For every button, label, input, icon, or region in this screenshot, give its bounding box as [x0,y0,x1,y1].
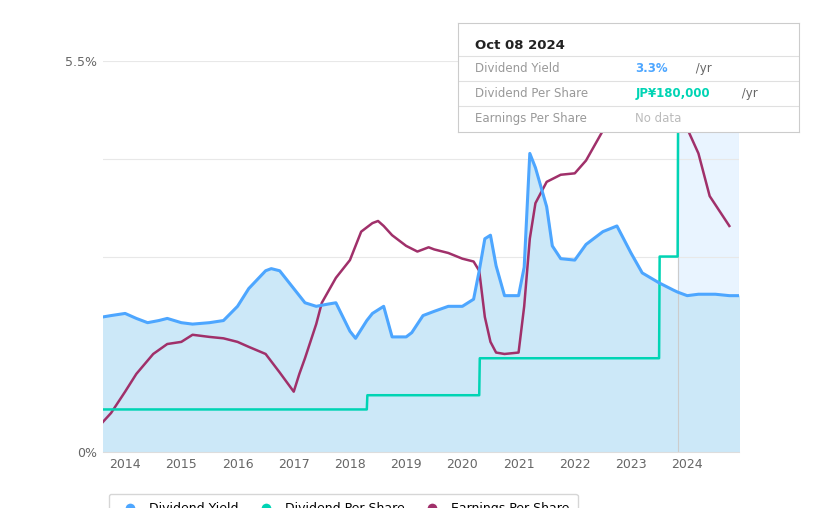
Bar [677,61,739,452]
Text: Dividend Yield: Dividend Yield [475,61,560,75]
Text: Oct 08 2024: Oct 08 2024 [475,39,565,52]
Text: No data: No data [635,112,681,125]
Text: /yr: /yr [691,61,711,75]
Text: 3.3%: 3.3% [635,61,668,75]
Text: /yr: /yr [737,87,757,100]
Text: JP¥180,000: JP¥180,000 [635,87,710,100]
Text: Earnings Per Share: Earnings Per Share [475,112,587,125]
Legend: Dividend Yield, Dividend Per Share, Earnings Per Share: Dividend Yield, Dividend Per Share, Earn… [109,494,578,508]
Text: Dividend Per Share: Dividend Per Share [475,87,589,100]
Text: Past: Past [679,71,704,84]
